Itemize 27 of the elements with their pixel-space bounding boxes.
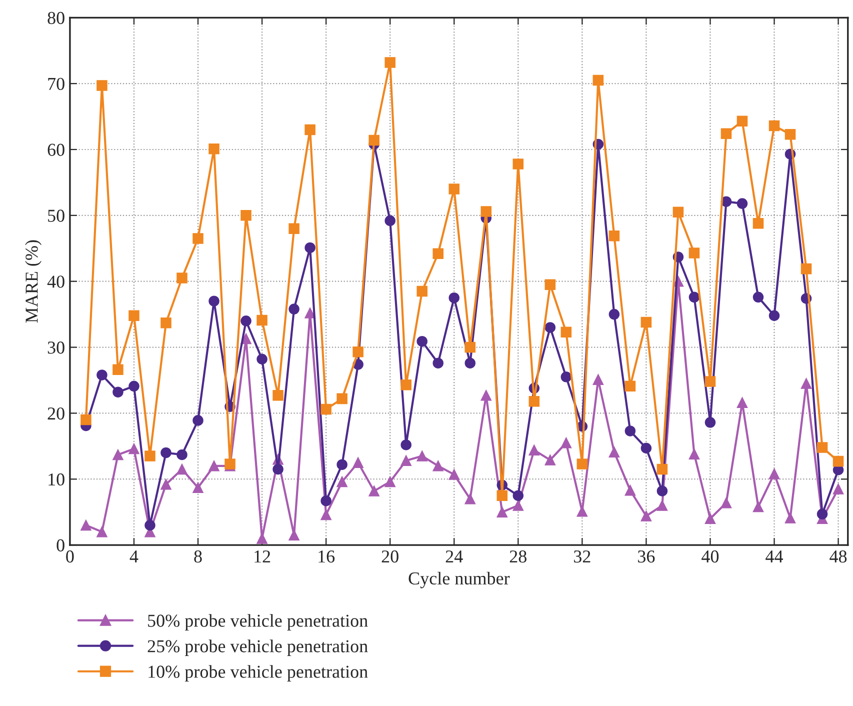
x-tick-label: 12 [254, 550, 270, 562]
y-axis-title: MARE (%) [25, 240, 42, 323]
legend-label: 50% probe vehicle penetration [148, 614, 368, 631]
x-axis-title: Cycle number [408, 572, 510, 588]
x-tick-label: 20 [382, 550, 398, 563]
y-tick-label: 40 [47, 276, 64, 288]
x-tick-label: 8 [194, 550, 202, 563]
x-tick-label: 48 [830, 550, 847, 563]
x-tick-label: 0 [66, 550, 74, 563]
y-tick-label: 70 [48, 78, 64, 90]
y-tick-label: 0 [56, 539, 64, 552]
y-tick-label: 10 [48, 473, 64, 486]
x-tick-label: 4 [130, 550, 138, 562]
x-tick-label: 40 [702, 550, 719, 563]
x-tick-label: 44 [766, 550, 783, 562]
y-tick-label: 30 [48, 342, 64, 354]
legend-label: 25% probe vehicle penetration [148, 640, 368, 656]
x-tick-label: 36 [638, 550, 655, 563]
x-tick-label: 28 [510, 550, 526, 563]
y-tick-label: 80 [48, 12, 64, 24]
y-tick-label: 50 [48, 210, 64, 222]
y-tick-label: 20 [48, 407, 64, 420]
y-tick-label: 60 [48, 144, 64, 156]
x-tick-label: 32 [574, 550, 590, 563]
legend-label: 10% probe vehicle penetration [148, 665, 368, 682]
x-tick-label: 16 [318, 550, 335, 563]
x-tick-label: 24 [446, 550, 463, 562]
